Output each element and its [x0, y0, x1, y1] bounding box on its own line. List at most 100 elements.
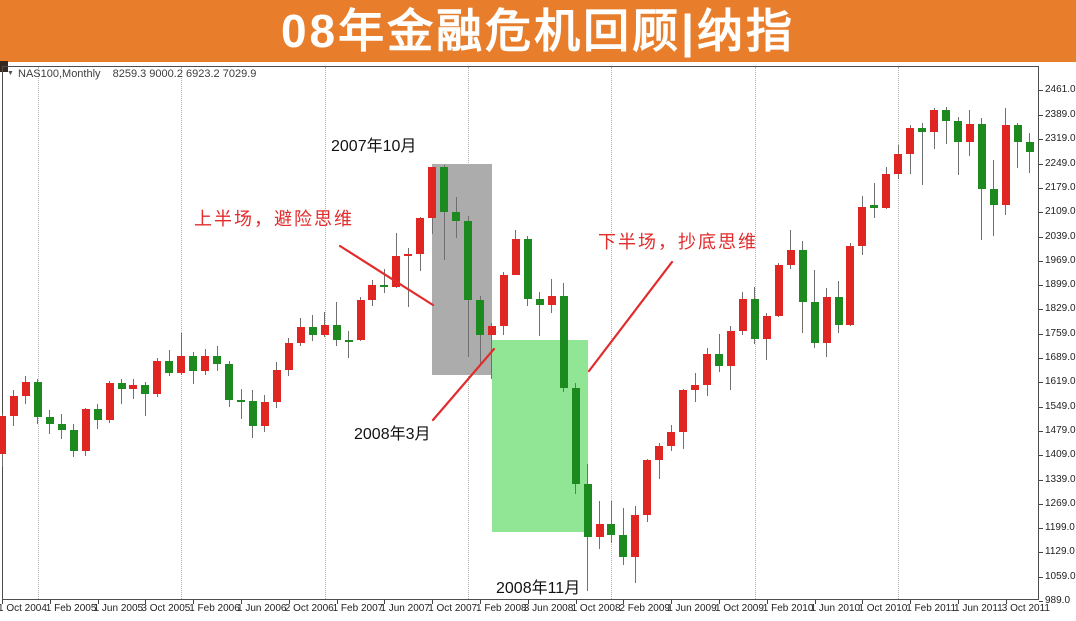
- y-axis-tick: [1039, 479, 1043, 481]
- candle-body: [93, 409, 102, 420]
- y-axis-tick: [1039, 187, 1043, 189]
- candle-body: [942, 109, 951, 122]
- candle-body: [631, 515, 640, 557]
- candle-body: [9, 395, 18, 417]
- candle-body: [392, 255, 401, 288]
- annotation-label: 2007年10月: [331, 138, 417, 155]
- annotation-label: 2008年3月: [354, 426, 431, 443]
- annotation-label: 上半场，避险思维: [194, 209, 354, 229]
- x-axis-label: 1 Oct 2007: [428, 603, 478, 614]
- x-axis-label: 1 Feb 2010: [762, 603, 814, 614]
- candle-wick: [180, 333, 182, 376]
- candle-body: [428, 167, 437, 219]
- y-axis-tick: [1039, 163, 1043, 165]
- candle-wick: [324, 311, 326, 338]
- candle-body: [117, 383, 126, 390]
- candle-wick: [336, 302, 338, 347]
- symbol-timeframe-label: NAS100,Monthly: [18, 68, 101, 80]
- candle-body: [177, 355, 186, 374]
- x-axis-label: 3 Oct 2011: [1001, 603, 1050, 614]
- candle-body: [260, 402, 269, 427]
- candle-wick: [551, 279, 553, 313]
- y-axis-label: 1969.0: [1045, 254, 1076, 266]
- y-axis-tick: [1039, 430, 1043, 432]
- chevron-down-icon[interactable]: ▼: [7, 70, 14, 77]
- x-axis-tick: [336, 600, 338, 604]
- candle-body: [141, 385, 150, 395]
- x-axis-label: 1 Jun 2011: [954, 603, 1003, 614]
- candle-body: [33, 381, 42, 417]
- candle-body: [499, 274, 508, 327]
- y-axis-tick: [1039, 576, 1043, 578]
- candle-body: [703, 354, 712, 386]
- candle-body: [464, 220, 473, 300]
- candle-body: [750, 298, 759, 339]
- candle-body: [308, 326, 317, 335]
- candle-body: [930, 109, 939, 133]
- y-axis-label: 2039.0: [1045, 230, 1076, 242]
- x-axis-label: 2 Feb 2009: [619, 603, 670, 614]
- page-title: 08年金融危机回顾|纳指: [280, 5, 796, 57]
- candle-wick: [348, 331, 350, 359]
- candle-wick: [1029, 133, 1031, 173]
- title-banner: 08年金融危机回顾|纳指: [0, 0, 1076, 62]
- y-axis-label: 1339.0: [1045, 473, 1076, 485]
- candle-body: [356, 300, 365, 341]
- candle-wick: [873, 183, 875, 219]
- year-gridline: [37, 67, 39, 599]
- x-axis-tick: [719, 600, 720, 604]
- candle-body: [798, 249, 807, 303]
- y-axis-tick: [1039, 358, 1043, 360]
- candle-body: [691, 385, 700, 390]
- candle-body: [858, 207, 867, 246]
- x-axis-label: 1 Oct 2004: [0, 603, 47, 614]
- ohlc-values: 8259.3 9000.2 6923.2 7029.9: [112, 68, 257, 80]
- year-gridline: [181, 67, 183, 599]
- x-axis-tick: [814, 600, 816, 604]
- y-axis-label: 1549.0: [1045, 400, 1076, 412]
- x-axis-label: 1 Jun 2010: [810, 603, 861, 614]
- y-axis-tick: [1039, 90, 1043, 91]
- candle-body: [762, 316, 771, 339]
- x-axis-label: 3 Oct 2005: [141, 603, 191, 614]
- candle-body: [786, 249, 795, 265]
- candle-body: [726, 330, 735, 367]
- candle-body: [906, 128, 915, 154]
- candle-wick: [443, 165, 445, 260]
- candle-body: [368, 284, 377, 301]
- y-axis-tick: [1039, 260, 1043, 262]
- candle-body: [655, 445, 664, 461]
- candle-wick: [718, 334, 720, 372]
- x-axis-label: 1 Feb 2006: [189, 603, 240, 614]
- x-axis-label: 1 Oct 2009: [715, 603, 764, 614]
- y-axis-label: 989.0: [1045, 595, 1071, 607]
- candle-body: [45, 416, 54, 424]
- candle-body: [296, 326, 305, 343]
- candle-body: [332, 325, 341, 340]
- candle-body: [954, 121, 962, 143]
- candle-body: [583, 483, 592, 537]
- candle-body: [380, 284, 389, 288]
- candle-body: [822, 296, 831, 343]
- y-axis-label: 2249.0: [1045, 157, 1076, 169]
- annotation-label: 下半场，抄底思维: [598, 232, 758, 252]
- candle-wick: [240, 389, 242, 420]
- candle-body: [452, 212, 461, 221]
- y-axis-tick: [1039, 503, 1043, 505]
- x-axis-label: 1 Oct 2010: [858, 603, 908, 614]
- candle-body: [1001, 125, 1010, 205]
- candle-body: [81, 409, 90, 452]
- x-axis-tick: [49, 600, 51, 604]
- candle-body: [237, 400, 245, 403]
- candle-body: [476, 299, 484, 336]
- x-axis-label: 1 Feb 2007: [332, 603, 384, 614]
- x-axis-tick: [193, 600, 195, 604]
- y-axis-tick: [1039, 212, 1043, 214]
- y-axis-tick: [1039, 455, 1043, 457]
- candle-body: [284, 342, 293, 371]
- x-axis-tick: [97, 600, 99, 604]
- candle-body: [440, 167, 449, 213]
- x-axis-tick: [862, 600, 864, 604]
- candle-body: [571, 387, 580, 484]
